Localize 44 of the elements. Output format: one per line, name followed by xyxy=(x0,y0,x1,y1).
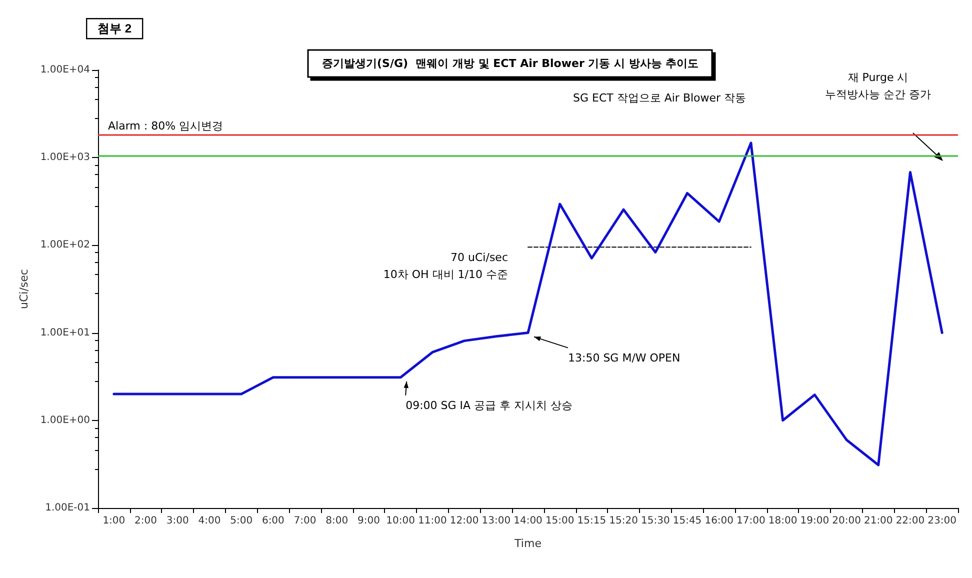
x-axis-title: Time xyxy=(514,537,542,550)
text: 첨부 2 xyxy=(98,22,132,36)
x-tick-label: 19:00 xyxy=(800,516,830,526)
x-tick-label: 17:00 xyxy=(736,516,766,526)
x-tick-label: 9:00 xyxy=(358,516,380,526)
y-tick-label: 1.00E+04 xyxy=(40,64,90,76)
y-tick-label: 1.00E+02 xyxy=(40,240,90,251)
annotation: Alarm : 80% 임시변경 xyxy=(108,120,224,132)
y-tick-label: 1.00E+03 xyxy=(40,152,90,164)
x-tick-label: 2:00 xyxy=(134,516,158,526)
x-tick-label: 16:00 xyxy=(704,516,734,526)
x-tick-label: 12:00 xyxy=(450,516,479,526)
x-tick-label: 15:45 xyxy=(672,516,702,526)
x-tick-label: 23:00 xyxy=(928,516,956,526)
x-tick-label: 11:00 xyxy=(418,516,447,526)
chart-title: 증기발생기(S/G) 맨웨이 개방 및 ECT Air Blower 기동 시 방사능 추이도 xyxy=(322,57,699,70)
y-tick-label: 1.00E+01 xyxy=(40,327,90,338)
x-tick-label: 7:00 xyxy=(294,516,316,526)
x-tick-label: 3:00 xyxy=(166,516,189,526)
x-tick-label: 21:00 xyxy=(864,516,893,526)
x-tick-label: 22:00 xyxy=(896,516,925,526)
y-tick-label: 1.00E+00 xyxy=(40,414,90,426)
annotation: SG ECT 작업으로 Air Blower 작동 xyxy=(573,92,746,104)
annotation: 재 Purge 시 누적방사능 순간 증가 xyxy=(825,71,931,101)
x-tick-label: 4:00 xyxy=(198,516,221,526)
x-tick-label: 13:00 xyxy=(482,516,511,526)
annotation: 09:00 SG IA 공급 후 지시치 상승 xyxy=(406,398,573,412)
x-tick-label: 6:00 xyxy=(262,516,284,526)
x-tick-label: 15:30 xyxy=(640,516,670,526)
x-tick-label: 10:00 xyxy=(386,516,416,526)
x-tick-label: 15:20 xyxy=(609,516,638,526)
x-tick-label: 1:00 xyxy=(102,516,126,526)
x-tick-label: 18:00 xyxy=(768,516,798,526)
annotation: 70 uCi/sec 10차 OH 대비 1/10 수준 xyxy=(383,251,508,281)
x-tick-label: 8:00 xyxy=(326,516,348,526)
y-axis-title: uCi/sec xyxy=(17,269,30,309)
x-tick-label: 15:00 xyxy=(545,516,574,526)
y-tick-label: 1.00E-01 xyxy=(45,502,90,514)
x-tick-label: 20:00 xyxy=(832,516,861,526)
x-tick-label: 15:15 xyxy=(577,516,606,526)
annotation: 13:50 SG M/W OPEN xyxy=(568,351,680,364)
x-tick-label: 14:00 xyxy=(514,516,542,526)
x-tick-label: 5:00 xyxy=(230,516,253,526)
line-series xyxy=(112,142,944,466)
